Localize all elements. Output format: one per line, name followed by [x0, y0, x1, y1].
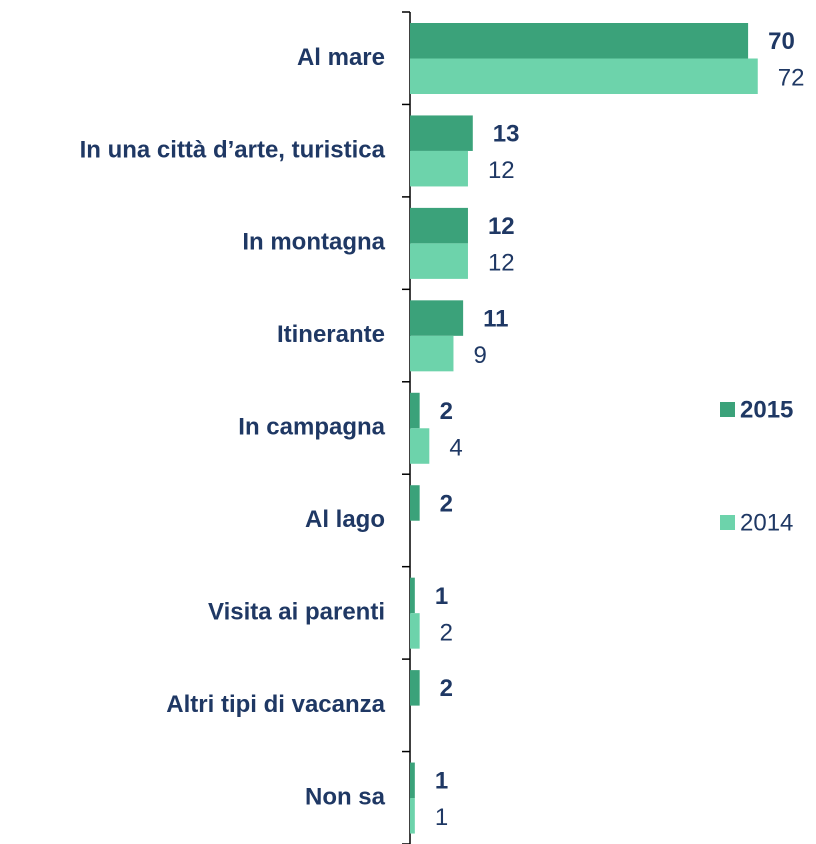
bar: [410, 243, 468, 279]
bar: [410, 300, 464, 336]
category-label: Non sa: [305, 783, 386, 810]
bar: [410, 150, 468, 187]
value-label: 2: [440, 619, 453, 646]
value-label: 13: [493, 121, 520, 148]
category-label: In campagna: [238, 414, 385, 441]
legend-label: 2015: [740, 396, 793, 423]
bar: [410, 335, 454, 372]
category-label: Al lago: [305, 506, 385, 533]
value-label: 1: [435, 804, 448, 831]
bar: [410, 392, 420, 429]
bar: [410, 613, 420, 649]
bar: [410, 577, 415, 614]
value-label: 1: [435, 768, 448, 795]
category-label: Altri tipi di vacanza: [166, 691, 385, 718]
value-label: 4: [449, 434, 462, 461]
bar: [410, 428, 430, 464]
category-label: Al mare: [297, 44, 385, 71]
bar: [410, 207, 468, 244]
value-label: 70: [768, 28, 795, 55]
bar: [410, 762, 415, 799]
value-label: 1: [435, 583, 448, 610]
value-label: 9: [473, 342, 486, 369]
bar: [410, 485, 420, 521]
value-label: 2: [440, 398, 453, 425]
value-label: 12: [488, 213, 515, 240]
value-label: 2: [440, 490, 453, 517]
category-label: Visita ai parenti: [208, 599, 385, 626]
category-label: In una città d’arte, turistica: [80, 136, 386, 163]
bar: [410, 798, 415, 834]
legend-label: 2014: [740, 509, 793, 536]
value-label: 72: [778, 65, 805, 92]
value-label: 12: [488, 157, 515, 184]
bar: [410, 670, 420, 706]
value-label: 11: [483, 305, 508, 332]
legend-swatch: [720, 402, 735, 417]
category-label: Itinerante: [277, 321, 385, 348]
bar: [410, 23, 749, 59]
legend-swatch: [720, 515, 735, 530]
value-label: 12: [488, 249, 515, 276]
bar: [410, 58, 758, 94]
bar: [410, 115, 473, 151]
value-label: 2: [440, 675, 453, 702]
category-label: In montagna: [242, 229, 385, 256]
